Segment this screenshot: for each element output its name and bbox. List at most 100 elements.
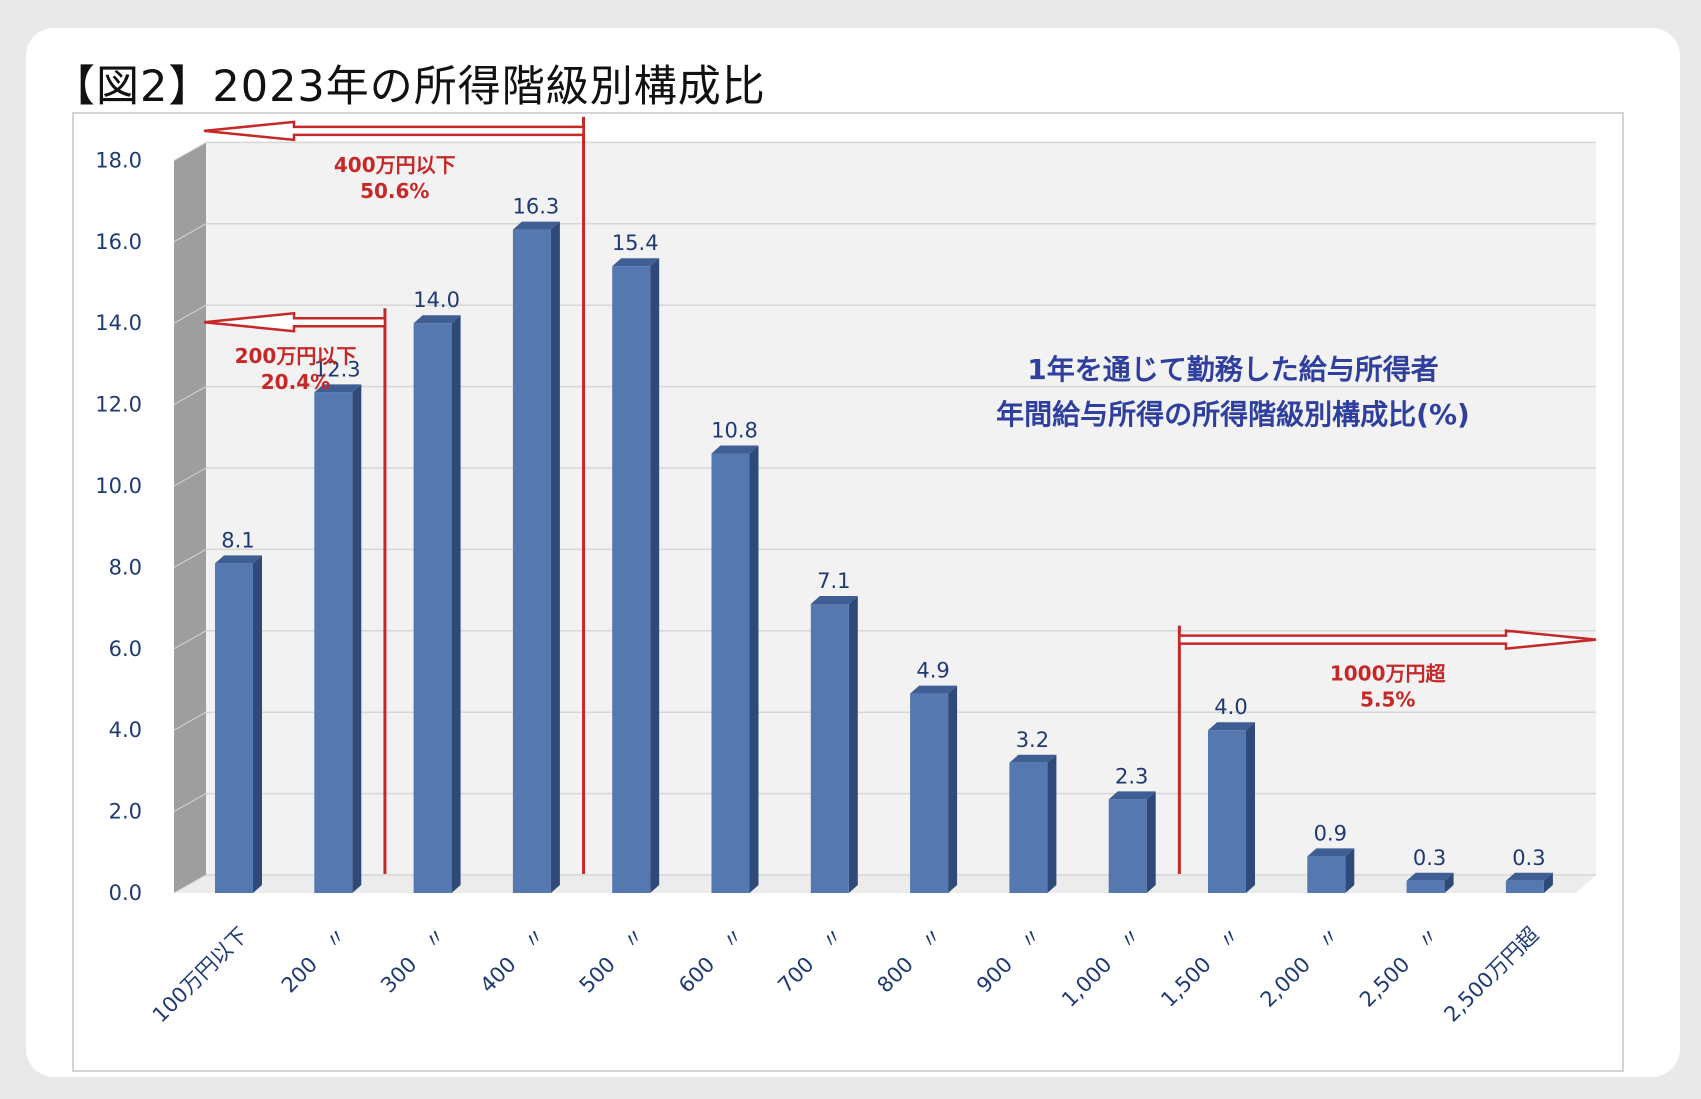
y-axis-ticks: 0.0 2.0 4.0 6.0 8.0 10.0 12.0 14.0 16.0 18.0 xyxy=(95,148,142,905)
bar xyxy=(612,266,651,894)
bar-side xyxy=(1246,722,1255,893)
bar-top xyxy=(1108,791,1156,800)
y-tick-label: 8.0 xyxy=(109,555,142,579)
gridline-side xyxy=(173,711,207,731)
gridline-side xyxy=(173,141,207,161)
x-category-label: 500 〃 xyxy=(575,923,650,998)
bar-top xyxy=(1009,754,1057,763)
data-label: 3.2 xyxy=(1016,728,1049,752)
bar xyxy=(215,563,253,893)
data-label: 8.1 xyxy=(221,528,254,552)
bar-side xyxy=(1345,848,1355,893)
bar-side xyxy=(1146,791,1156,893)
bar-side xyxy=(1444,872,1454,893)
x-category-label: 100万円以下 xyxy=(148,923,253,1028)
gridline-side xyxy=(173,630,207,650)
data-label: 0.3 xyxy=(1512,846,1545,870)
gridline-side xyxy=(173,874,207,894)
x-category-label: 2,500 〃 xyxy=(1355,923,1444,1012)
annotation-arrow xyxy=(1178,629,1597,651)
bar-top xyxy=(413,315,461,324)
bar xyxy=(1009,762,1048,893)
bar xyxy=(810,604,849,893)
inner-title-line: 1年を通じて勤務した給与所得者 xyxy=(1027,353,1438,386)
bar-side xyxy=(352,384,362,893)
gridline-side xyxy=(173,223,207,243)
bar-side xyxy=(550,221,560,894)
gridline-side xyxy=(173,467,207,487)
data-label: 16.3 xyxy=(513,195,560,219)
bar xyxy=(314,392,353,893)
y-tick-label: 18.0 xyxy=(95,148,142,172)
bar xyxy=(413,323,452,893)
x-category-label: 2,000 〃 xyxy=(1256,923,1345,1012)
data-label: 14.0 xyxy=(413,288,460,312)
bar xyxy=(1307,856,1346,893)
bar xyxy=(1108,799,1147,893)
data-label: 0.9 xyxy=(1314,821,1347,845)
y-tick-label: 6.0 xyxy=(109,637,142,661)
gridline-side xyxy=(173,793,207,813)
bar xyxy=(1208,730,1246,893)
data-label: 7.1 xyxy=(817,569,850,593)
y-tick-label: 4.0 xyxy=(109,718,142,742)
floor xyxy=(174,875,1596,893)
annotation-label: 200万円以下 xyxy=(235,344,357,368)
bar-side xyxy=(1047,754,1057,893)
bar-top xyxy=(910,685,958,694)
annotation-arrow xyxy=(203,311,387,333)
y-tick-label: 2.0 xyxy=(109,800,142,824)
bar-top xyxy=(612,258,660,267)
x-category-label: 1,000 〃 xyxy=(1057,923,1146,1012)
bar xyxy=(1406,880,1445,893)
bar-top xyxy=(1307,848,1355,857)
bar-side xyxy=(848,596,858,893)
bar-top xyxy=(1406,872,1454,881)
bar-top xyxy=(1208,722,1255,731)
data-label: 12.3 xyxy=(314,357,361,381)
y-tick-label: 12.0 xyxy=(95,393,142,417)
data-label: 2.3 xyxy=(1115,764,1148,788)
bar-top xyxy=(512,221,560,230)
x-category-label: 2,500万円超 xyxy=(1439,923,1543,1027)
bar-top xyxy=(711,445,759,454)
bar-side xyxy=(948,685,958,893)
bar-top xyxy=(810,596,858,605)
x-category-label: 700 〃 xyxy=(773,923,848,998)
bar-top xyxy=(1505,872,1553,881)
bar xyxy=(512,229,551,894)
x-category-label: 600 〃 xyxy=(674,923,749,998)
gridline-side xyxy=(173,304,207,324)
bar xyxy=(910,693,949,893)
bar-side xyxy=(650,258,660,894)
side-wall xyxy=(174,142,206,893)
bar-side xyxy=(749,445,759,893)
chart-walls xyxy=(174,142,1596,893)
gridline-side xyxy=(173,386,207,406)
x-category-label: 400 〃 xyxy=(475,923,550,998)
data-label: 4.9 xyxy=(916,659,949,683)
data-label: 10.8 xyxy=(711,418,758,442)
bar-top xyxy=(215,555,262,564)
data-label: 0.3 xyxy=(1413,846,1446,870)
bar-top xyxy=(314,384,362,393)
bar-side xyxy=(451,315,461,893)
annotation-arrow xyxy=(203,120,585,142)
x-axis-categories: 100万円以下 200 〃 300 〃 400 〃 500 〃 600 〃 700 〃 800… xyxy=(148,923,1544,1028)
gridline-side xyxy=(173,548,207,568)
x-category-label: 200 〃 xyxy=(277,923,352,998)
data-label: 4.0 xyxy=(1214,695,1247,719)
y-tick-label: 14.0 xyxy=(95,311,142,335)
bar xyxy=(711,453,750,893)
bar-side xyxy=(1543,872,1553,893)
bar-side xyxy=(253,555,262,893)
y-tick-label: 10.0 xyxy=(95,474,142,498)
annotation-label: 400万円以下 xyxy=(334,153,456,177)
data-labels: 8.1 12.3 14.0 16.3 15.4 10.8 7.1 4.9 3.2 2.3 4.0 0.… xyxy=(221,195,1545,870)
annotation-value: 5.5% xyxy=(1360,688,1415,712)
x-category-label: 1,500 〃 xyxy=(1156,923,1245,1012)
